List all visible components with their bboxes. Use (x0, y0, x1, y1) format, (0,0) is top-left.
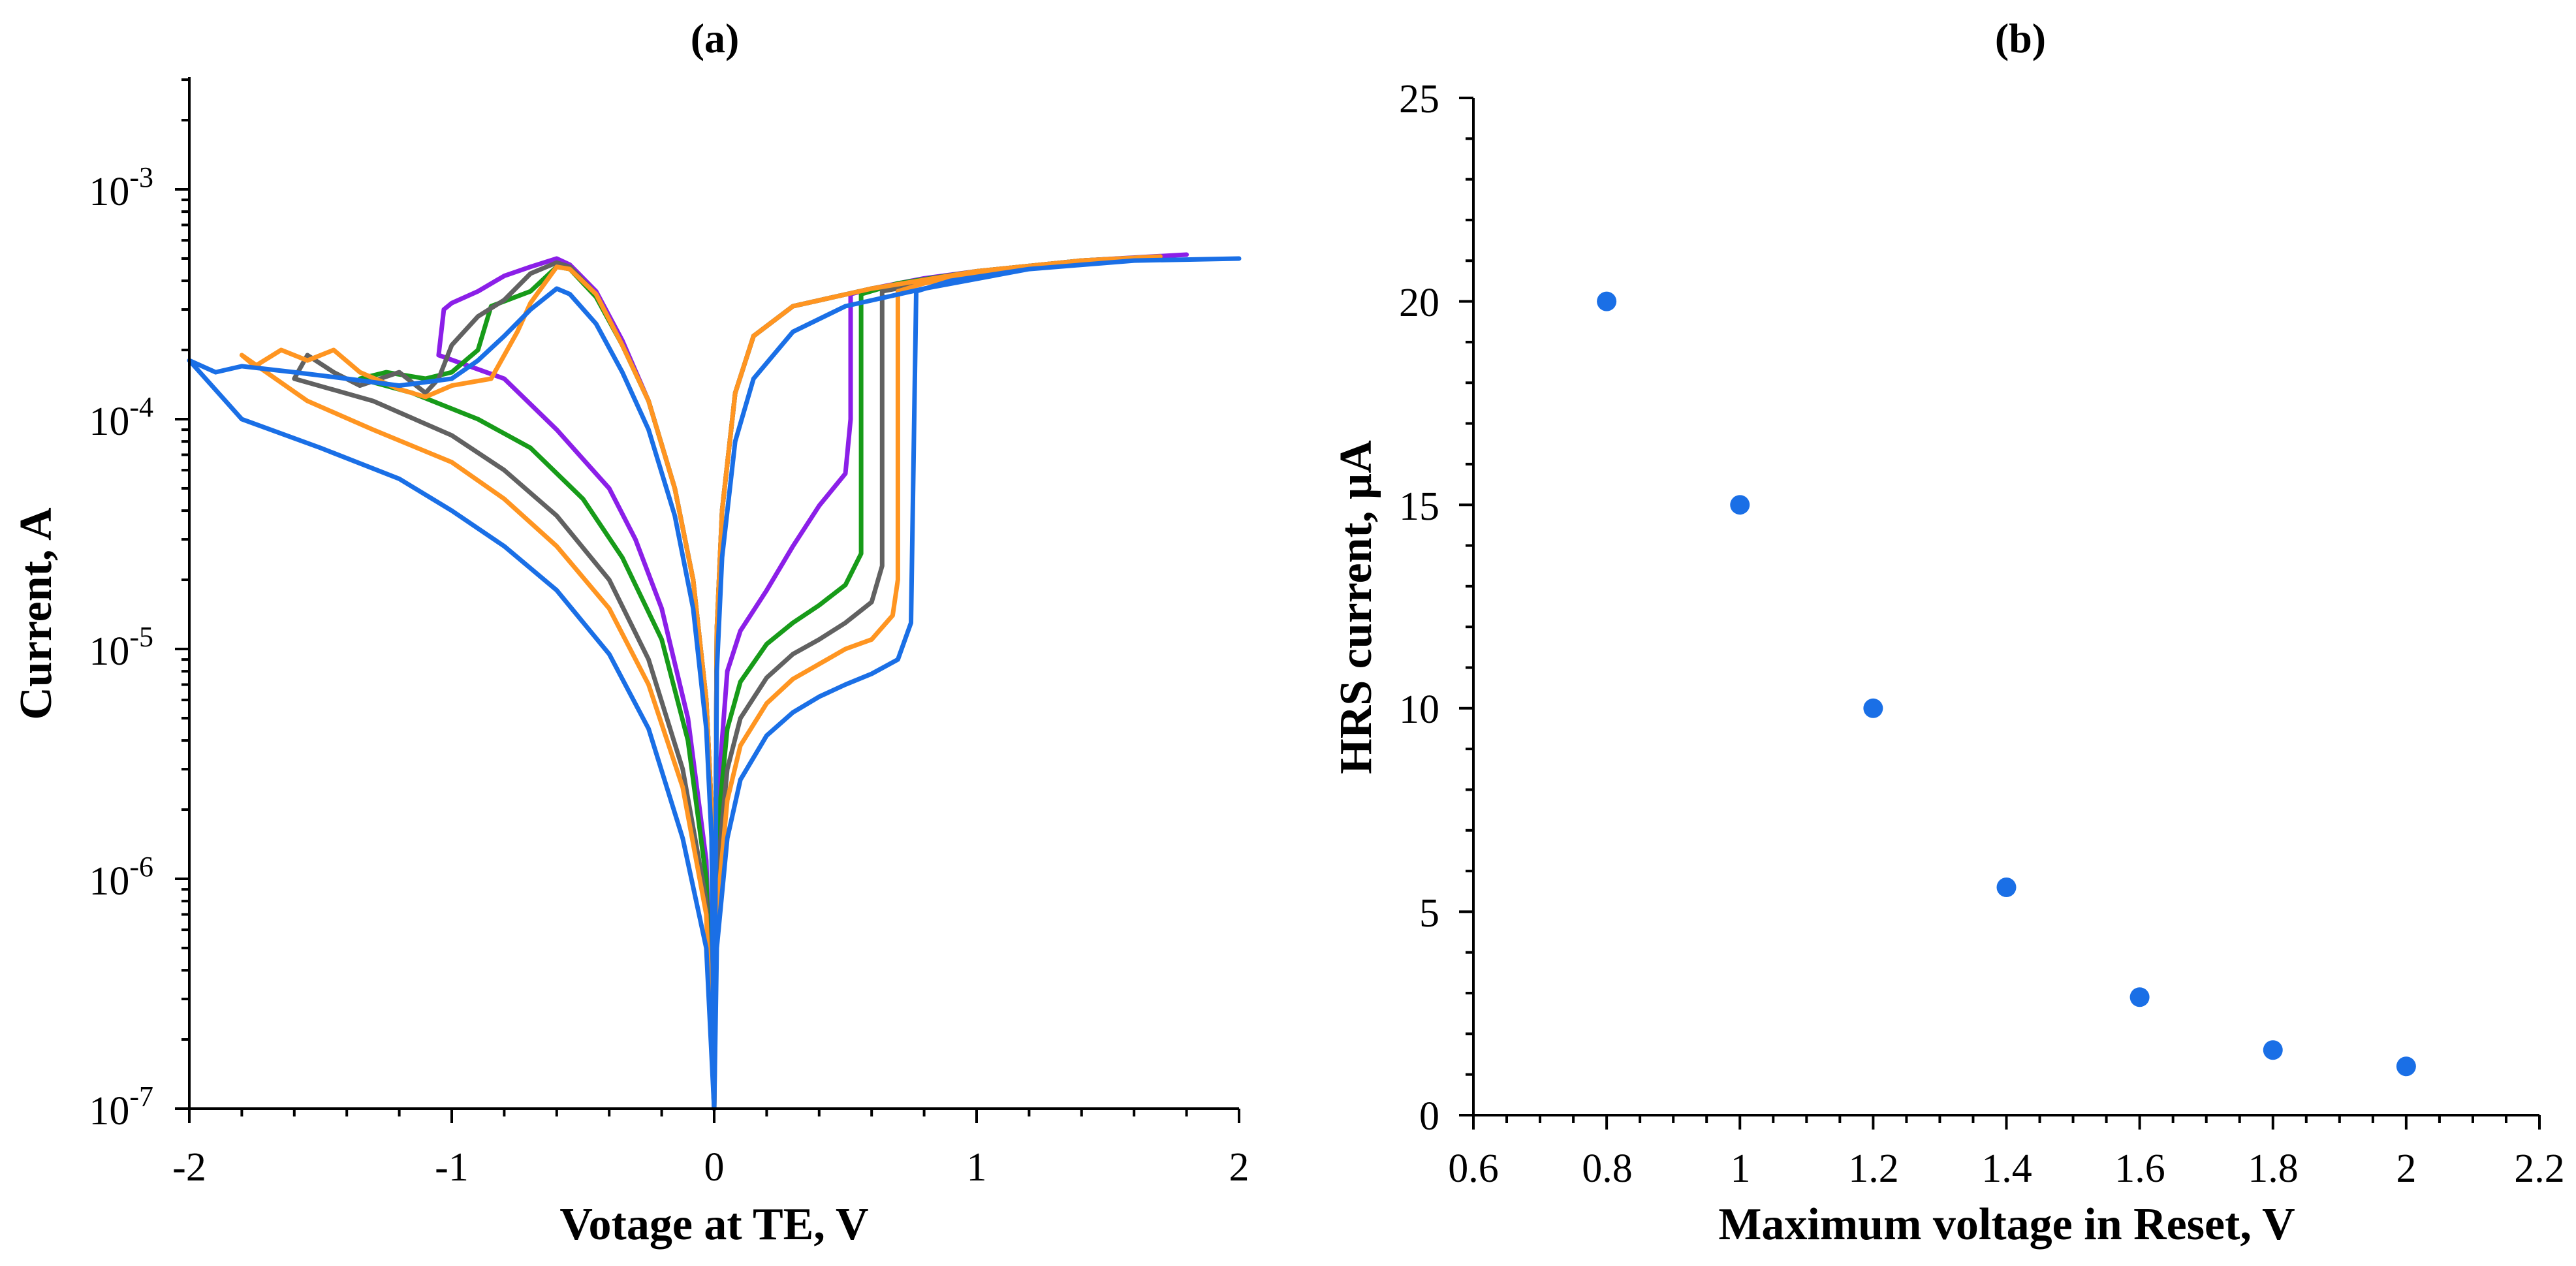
panel-a-xtick-label-3: 1 (967, 1145, 987, 1190)
panel-a-series-4 (187, 256, 1242, 1111)
panel-b-point-3 (1996, 878, 2017, 898)
panel-a-ytick-label-1e-6: 10-6 (89, 851, 153, 904)
panel-a-series-3 (239, 254, 1163, 1111)
panel-b-point-5 (2263, 1040, 2283, 1060)
panel-b: (b) 0.6 0.8 1 1.2 1.4 1.6 1.8 2 2.2 0 5 … (1331, 15, 2565, 1250)
panel-a-ylabel: Current, A (11, 507, 61, 720)
panel-a-xtick-label-0: -2 (172, 1145, 206, 1190)
panel-a-series-1 (357, 254, 1163, 1111)
panel-b-ytick-label-4: 20 (1399, 281, 1439, 325)
panel-b-xlabel: Maximum voltage in Reset, V (1718, 1199, 2295, 1250)
panel-b-label: (b) (1995, 15, 2046, 61)
panel-a-ticks (175, 78, 1240, 1123)
panel-a-xtick-label-2: 0 (704, 1145, 725, 1190)
panel-b-xtick-label-5: 1.6 (2114, 1147, 2165, 1191)
panel-b-xtick-label-0: 0.6 (1448, 1147, 1499, 1191)
panel-b-ytick-label-3: 15 (1399, 484, 1439, 529)
panel-b-xtick-label-1: 0.8 (1582, 1147, 1633, 1191)
panel-a-ytick-label-1e-4: 10-4 (89, 391, 153, 444)
panel-b-point-6 (2396, 1056, 2416, 1077)
panel-b-ytick-label-0: 0 (1419, 1094, 1439, 1139)
panel-a-ytick-label-1e-7: 10-7 (89, 1081, 153, 1133)
panel-a-xtick-label-1: -1 (435, 1145, 469, 1190)
panel-b-xtick-label-8: 2.2 (2514, 1147, 2565, 1191)
panel-b-xtick-label-7: 2 (2396, 1147, 2417, 1191)
panel-b-xtick-label-4: 1.4 (1981, 1147, 2032, 1191)
panel-b-ticks (1459, 97, 2541, 1130)
panel-b-ytick-label-5: 25 (1399, 77, 1439, 121)
panel-a-ytick-label-1e-5: 10-5 (89, 621, 153, 674)
panel-b-point-2 (1863, 698, 1883, 718)
panel-a-label: (a) (691, 15, 740, 61)
panel-a-xlabel: Votage at TE, V (559, 1199, 868, 1250)
panel-b-point-4 (2129, 987, 2150, 1007)
panel-b-xtick-label-2: 1 (1731, 1147, 1751, 1191)
panel-b-ytick-label-1: 5 (1419, 891, 1439, 936)
panel-a-xtick-label-4: 2 (1229, 1145, 1249, 1190)
panel-a-series-0 (436, 252, 1189, 1111)
panel-b-point-1 (1730, 495, 1750, 515)
panel-b-point-0 (1597, 291, 1617, 311)
panel-a-series (187, 252, 1242, 1111)
panel-b-ylabel: HRS current, µA (1331, 440, 1381, 774)
panel-b-ytick-label-2: 10 (1399, 688, 1439, 732)
panel-b-xtick-label-6: 1.8 (2248, 1147, 2299, 1191)
panel-b-axes (1472, 98, 2539, 1116)
panel-a: (a) -2 -1 0 1 2 10-7 10-6 10-5 10-4 10-3… (11, 15, 1249, 1250)
panel-a-ytick-label-1e-3: 10-3 (89, 161, 153, 214)
panel-b-xtick-label-3: 1.2 (1848, 1147, 1899, 1191)
panel-b-series (1597, 291, 2416, 1077)
